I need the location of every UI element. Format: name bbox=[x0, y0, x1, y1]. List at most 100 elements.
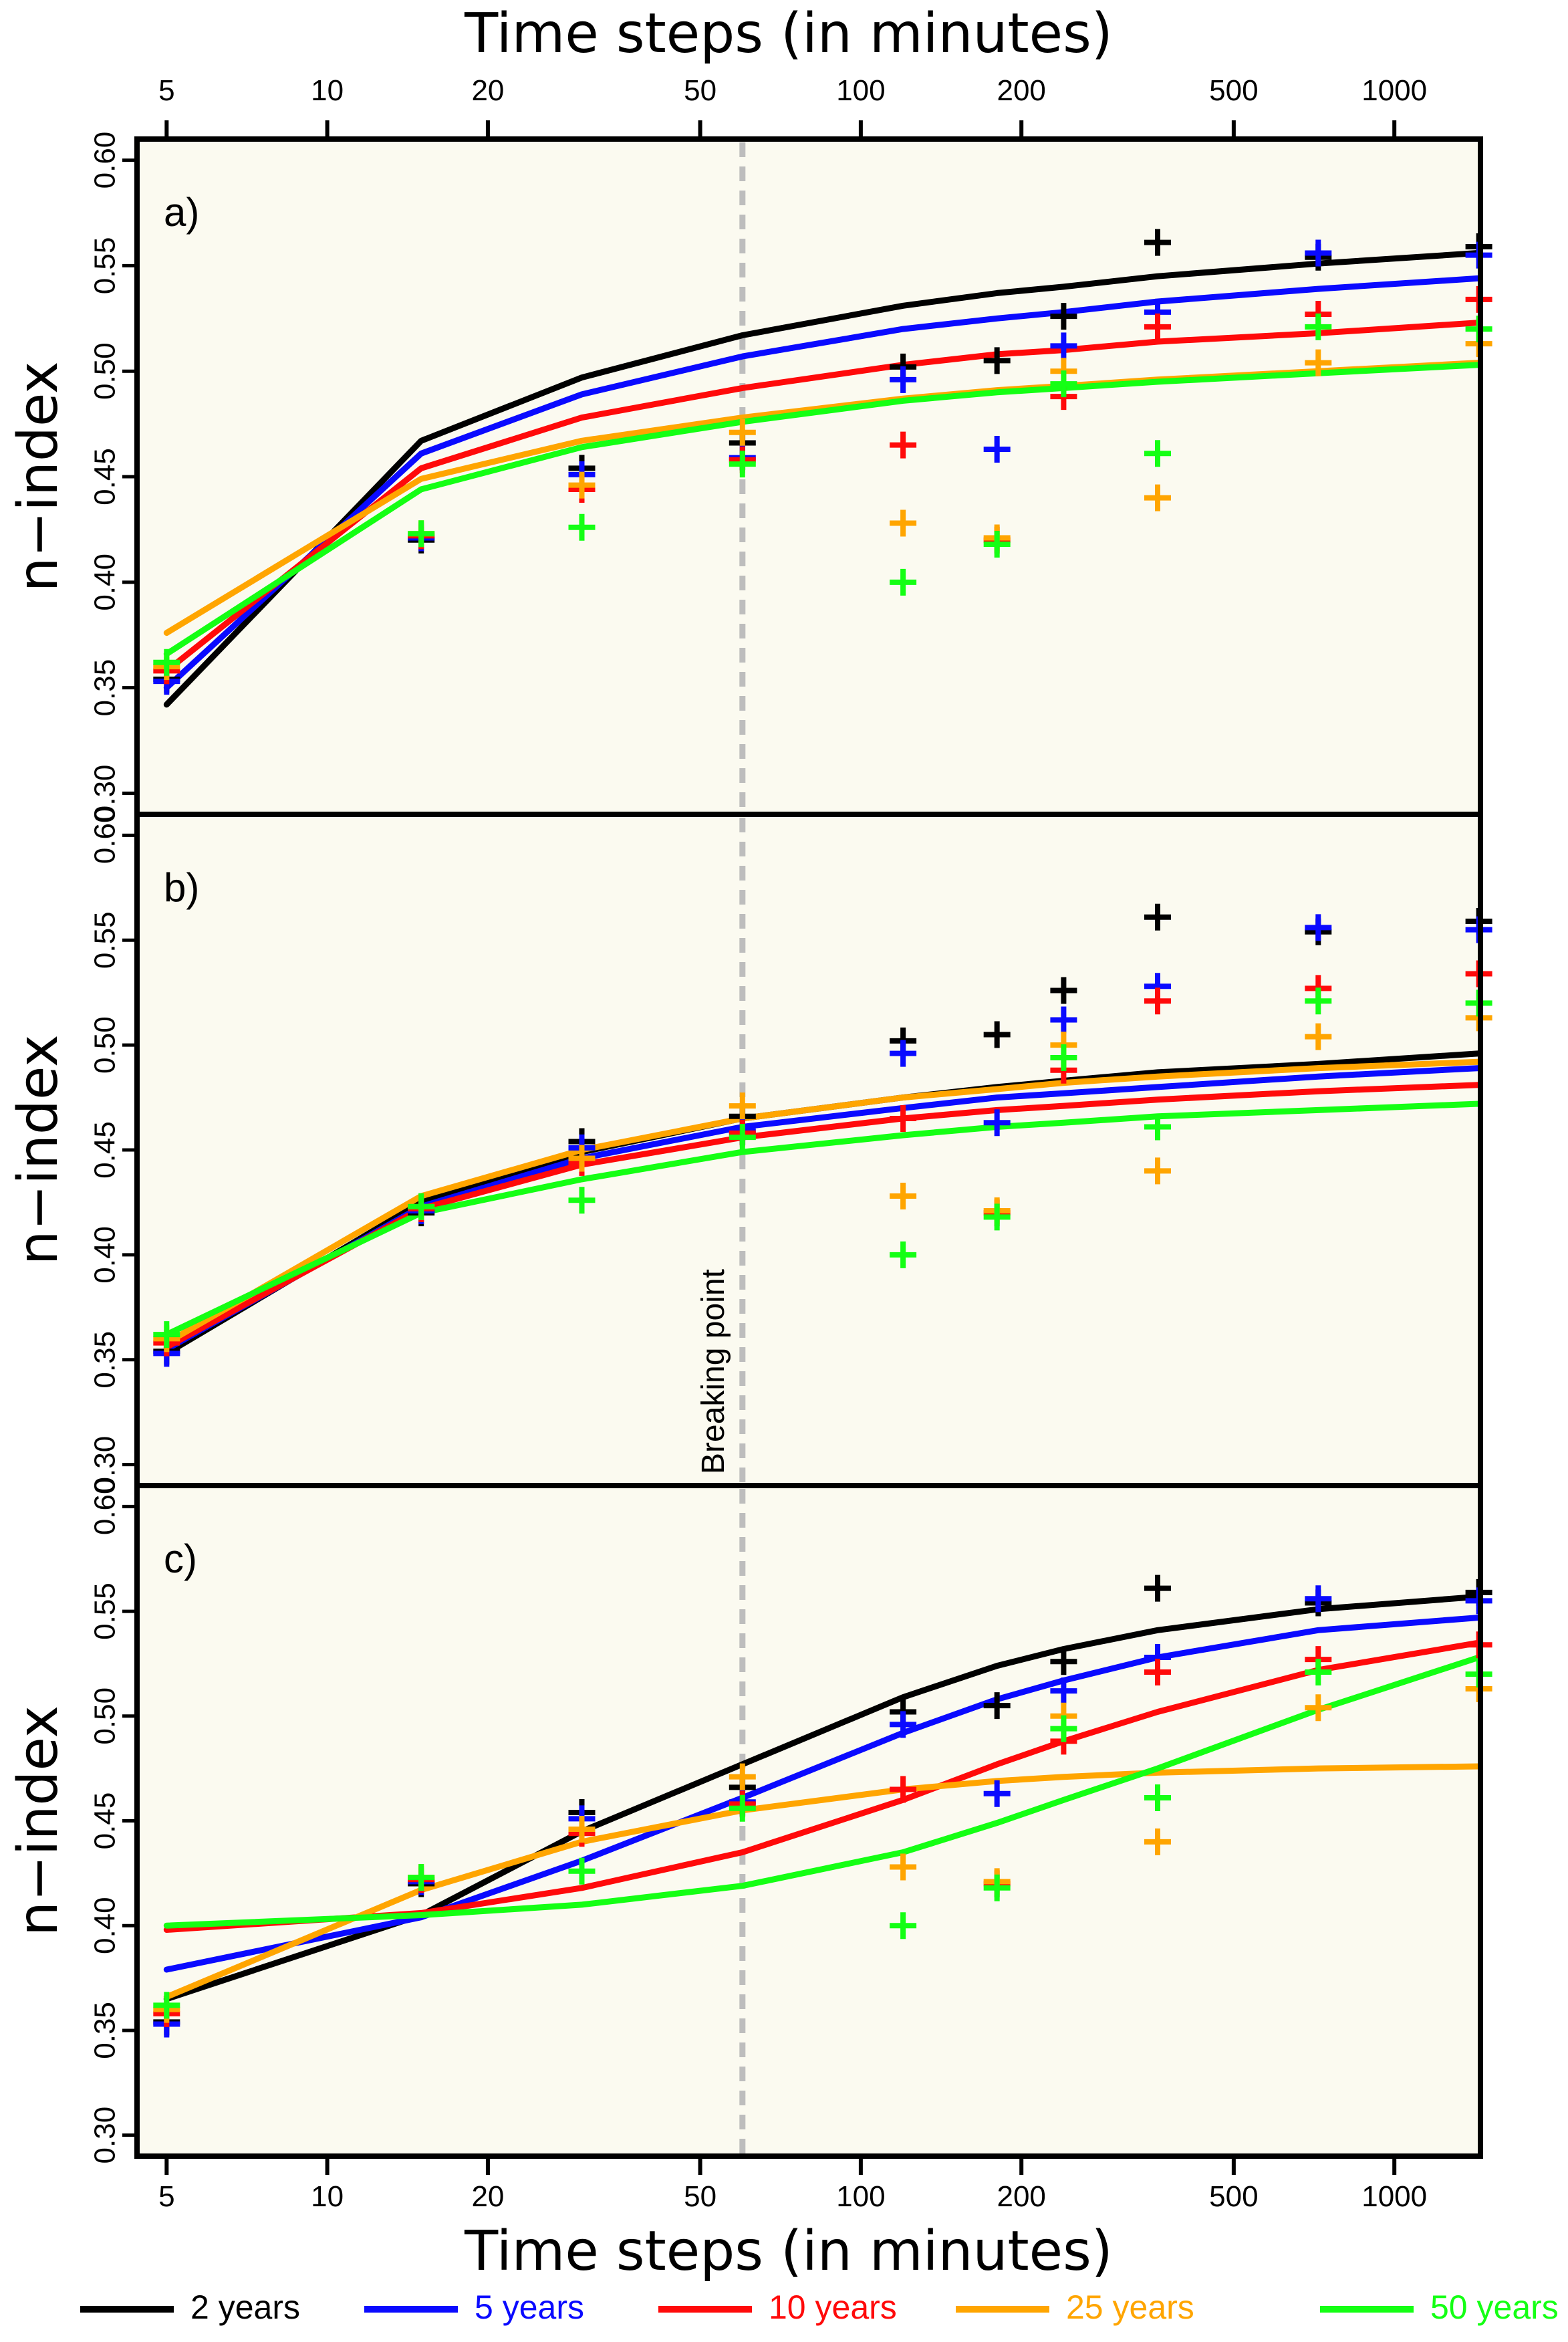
panel-label: a) bbox=[164, 190, 199, 235]
legend-label: 50 years bbox=[1430, 2289, 1559, 2326]
observed-point-2-years bbox=[1144, 1574, 1171, 1602]
legend-item-50-years: 50 years bbox=[1320, 2289, 1559, 2326]
fit-line-25-years bbox=[163, 1763, 1482, 2000]
observed-point-5-years bbox=[1305, 1585, 1332, 1613]
observed-point-5-years bbox=[1050, 1006, 1077, 1034]
observed-point-25-years bbox=[568, 1816, 596, 1843]
panel-background bbox=[137, 814, 1480, 1486]
top-x-tick-label: 200 bbox=[997, 74, 1045, 107]
panel-label: c) bbox=[164, 1536, 197, 1581]
observed-point-25-years bbox=[1144, 1828, 1171, 1855]
bottom-x-tick-label: 50 bbox=[684, 2180, 716, 2213]
legend-item-2-years: 2 years bbox=[80, 2289, 300, 2326]
fit-line-10-years bbox=[163, 320, 1482, 674]
top-x-tick-label: 1000 bbox=[1361, 74, 1427, 107]
observed-point-25-years bbox=[890, 509, 917, 537]
observed-point-5-years bbox=[890, 1711, 917, 1738]
panels: 0.300.350.400.450.500.550.60n−indexa)0.3… bbox=[7, 132, 1492, 2163]
observed-point-5-years bbox=[890, 1040, 917, 1067]
observed-point-2-years bbox=[1050, 1648, 1077, 1675]
panel-b: 0.30 0.35 0.40 0.45 0.50 0.55 0.60 n−index b) bbox=[7, 807, 1492, 1493]
observed-point-50-years bbox=[1305, 313, 1332, 340]
observed-point-50-years bbox=[729, 1124, 756, 1151]
observed-point-50-years bbox=[1050, 370, 1077, 398]
observed-point-10-years bbox=[890, 431, 917, 459]
legend-item-5-years: 5 years bbox=[364, 2289, 584, 2326]
observed-point-2-years bbox=[1050, 977, 1077, 1004]
y-tick-label: 0.35 bbox=[89, 2002, 122, 2059]
observed-point-25-years bbox=[729, 1092, 756, 1120]
observed-point-25-years bbox=[729, 1763, 756, 1790]
bottom-x-tick-label: 500 bbox=[1209, 2180, 1258, 2213]
observed-point-50-years bbox=[408, 1193, 435, 1220]
observed-point-2-years bbox=[1050, 303, 1077, 330]
observed-point-25-years bbox=[890, 1183, 917, 1210]
breaking-point-label: Breaking point bbox=[696, 1269, 731, 1474]
observed-point-25-years bbox=[1305, 349, 1332, 376]
observed-point-50-years bbox=[890, 1241, 917, 1268]
y-tick-label: 0.55 bbox=[89, 1583, 122, 1640]
observed-point-25-years bbox=[729, 419, 756, 446]
y-tick-label: 0.45 bbox=[89, 1792, 122, 1850]
bottom-x-tick-label: 10 bbox=[311, 2180, 344, 2213]
observed-point-25-years bbox=[890, 1853, 917, 1881]
fit-line-5-years bbox=[163, 1065, 1482, 1353]
observed-point-50-years bbox=[1050, 1715, 1077, 1742]
panel-background bbox=[137, 1486, 1480, 2156]
observed-point-5-years bbox=[1305, 914, 1332, 941]
bottom-x-tick-label: 20 bbox=[471, 2180, 504, 2213]
top-x-tick-label: 100 bbox=[836, 74, 885, 107]
legend-label: 25 years bbox=[1066, 2289, 1194, 2326]
legend-label: 2 years bbox=[190, 2289, 300, 2326]
legend-item-10-years: 10 years bbox=[658, 2289, 897, 2326]
observed-point-50-years bbox=[568, 1857, 596, 1885]
y-tick-label: 0.45 bbox=[89, 448, 122, 505]
fit-line-5-years bbox=[163, 275, 1482, 691]
y-tick-label: 0.55 bbox=[89, 911, 122, 969]
top-x-tick-label: 500 bbox=[1209, 74, 1258, 107]
y-axis-title: n−index bbox=[7, 1706, 70, 1936]
observed-point-25-years bbox=[1305, 1023, 1332, 1050]
y-axis-title: n−index bbox=[7, 361, 70, 592]
panel-label: b) bbox=[164, 865, 199, 910]
observed-point-50-years bbox=[153, 1321, 180, 1349]
y-tick-label: 0.40 bbox=[89, 1897, 122, 1954]
fit-line-2-years bbox=[163, 249, 1482, 708]
top-x-tick-label: 20 bbox=[471, 74, 504, 107]
bottom-x-tick-label: 100 bbox=[836, 2180, 885, 2213]
bottom-x-tick-label: 1000 bbox=[1361, 2180, 1427, 2213]
observed-point-5-years bbox=[1050, 1677, 1077, 1705]
y-tick-label: 0.60 bbox=[89, 1478, 122, 1536]
fit-line-50-years bbox=[163, 1654, 1482, 1929]
observed-point-50-years bbox=[153, 1992, 180, 2019]
observed-point-50-years bbox=[729, 1794, 756, 1822]
observed-point-50-years bbox=[1305, 1658, 1332, 1685]
fit-line-50-years bbox=[163, 1100, 1482, 1338]
y-tick-label: 0.35 bbox=[89, 659, 122, 717]
observed-point-2-years bbox=[983, 347, 1011, 374]
legend: 2 years 5 years 10 years 25 years 50 years bbox=[80, 2289, 1559, 2326]
observed-point-5-years bbox=[1305, 239, 1332, 267]
panel-background bbox=[137, 139, 1480, 814]
observed-point-2-years bbox=[983, 1021, 1011, 1048]
panel-c: 0.30 0.35 0.40 0.45 0.50 0.55 0.60 n−index c) bbox=[7, 1478, 1492, 2163]
observed-point-5-years bbox=[983, 435, 1011, 463]
y-tick-label: 0.40 bbox=[89, 554, 122, 611]
fit-line-10-years bbox=[163, 1082, 1482, 1351]
y-tick-label: 0.35 bbox=[89, 1331, 122, 1389]
observed-point-50-years bbox=[1144, 440, 1171, 467]
observed-point-50-years bbox=[983, 1203, 1011, 1231]
observed-point-50-years bbox=[1305, 987, 1332, 1015]
observed-point-50-years bbox=[729, 451, 756, 478]
y-tick-label: 0.45 bbox=[89, 1121, 122, 1179]
panel-a: 0.30 0.35 0.40 0.45 0.50 0.55 0.60 n−index a) bbox=[7, 132, 1492, 822]
observed-point-25-years bbox=[568, 1145, 596, 1172]
observed-point-2-years bbox=[983, 1692, 1011, 1720]
observed-point-25-years bbox=[568, 471, 596, 499]
top-x-tick-label: 10 bbox=[311, 74, 344, 107]
observed-point-50-years bbox=[890, 568, 917, 596]
y-tick-label: 0.60 bbox=[89, 132, 122, 189]
observed-point-10-years bbox=[890, 1776, 917, 1803]
fit-line-25-years bbox=[163, 1058, 1482, 1346]
